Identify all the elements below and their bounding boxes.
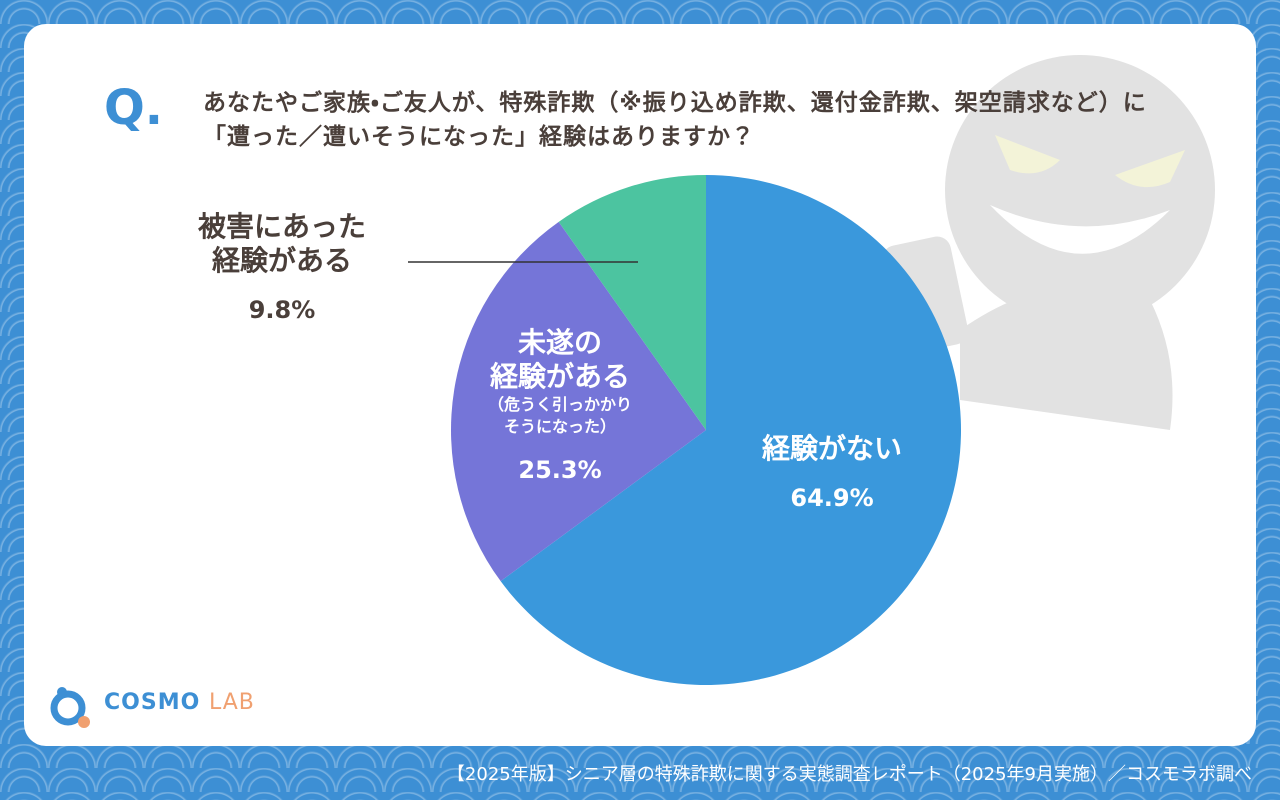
category-label: 経験がない: [761, 432, 903, 465]
logo: COSMO LAB: [48, 690, 255, 715]
slice-label: 経験がない 64.9%: [762, 432, 902, 512]
pie-slice: [558, 175, 706, 430]
annotation: （危うく引っかかり そうになった）: [487, 395, 633, 436]
value-label: 25.3%: [518, 456, 602, 484]
pie-slice: [451, 221, 706, 582]
category-label: 未遂の 経験がある: [489, 326, 631, 393]
logo-icon: [50, 687, 90, 728]
logo-main: COSMO: [104, 690, 201, 715]
pie: [451, 175, 962, 685]
category-label: 被害にあった 経験がある: [197, 210, 367, 277]
q-mark: Q.: [104, 80, 164, 136]
value-label: 64.9%: [790, 484, 874, 512]
value-label: 9.8%: [248, 296, 316, 324]
logo-sub: LAB: [208, 690, 255, 715]
slice-label: 未遂の 経験がある （危うく引っかかり そうになった） 25.3%: [488, 326, 632, 484]
footer: 【2025年版】シニア層の特殊詐欺に関する実態調査レポート（2025年9月実施）…: [446, 764, 1252, 785]
villain-illustration: [881, 55, 1215, 430]
pie-slice: [500, 175, 962, 685]
question: あなたやご家族・ご友人が、特殊詐欺（※振り込め詐欺、還付金詐欺、架空請求など）に…: [203, 90, 1147, 150]
slice-label: 被害にあった 経験がある 9.8%: [198, 210, 366, 324]
